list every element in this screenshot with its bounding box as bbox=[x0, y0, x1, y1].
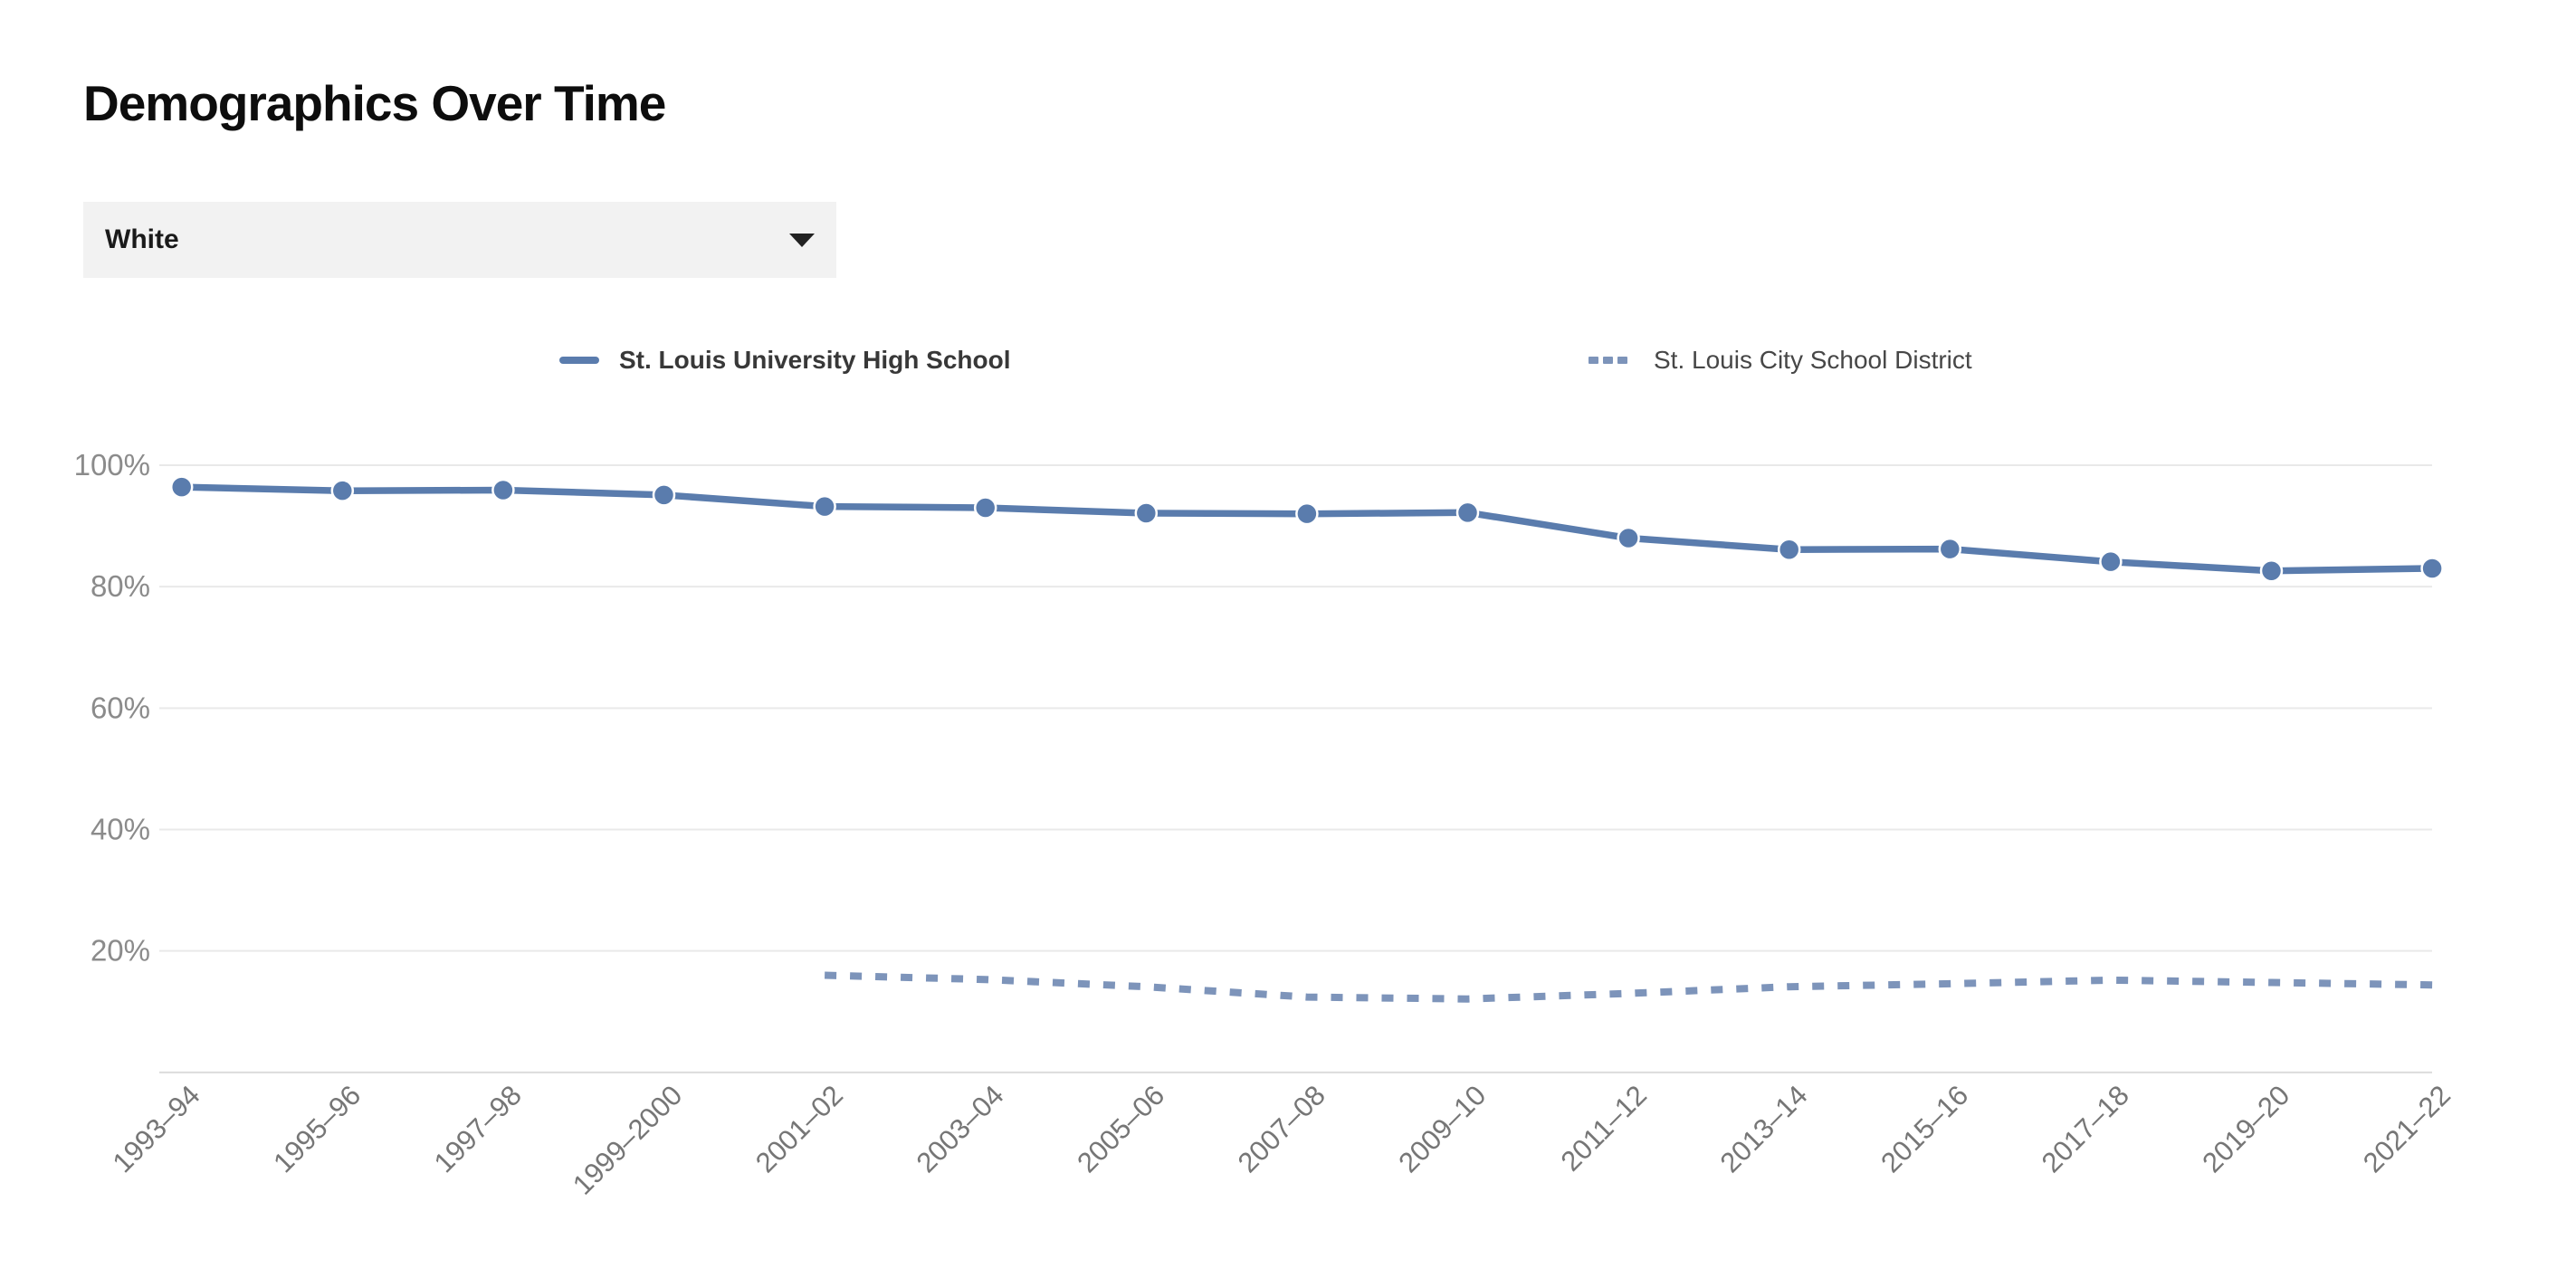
legend-item-sluh: St. Louis University High School bbox=[559, 342, 1011, 378]
x-axis-tick-label: 1995–96 bbox=[267, 1079, 367, 1178]
x-axis-tick-label: 2017–18 bbox=[2036, 1079, 2135, 1178]
data-point-marker bbox=[2259, 558, 2284, 583]
data-point-marker bbox=[169, 475, 194, 499]
x-axis-tick-label: 2013–14 bbox=[1714, 1079, 1814, 1178]
y-axis-tick-label: 40% bbox=[91, 812, 150, 845]
data-point-marker bbox=[491, 478, 515, 502]
dotted-line-swatch-icon bbox=[1589, 357, 1632, 364]
data-point-marker bbox=[2420, 557, 2444, 580]
x-axis-tick-label: 2011–12 bbox=[1555, 1079, 1653, 1177]
y-axis-tick-label: 60% bbox=[91, 691, 150, 724]
data-point-marker bbox=[1455, 501, 1480, 525]
city-district-series-line bbox=[824, 971, 2433, 1003]
dropdown-selected-value: White bbox=[105, 224, 179, 254]
x-axis-tick-label: 2005–06 bbox=[1071, 1079, 1170, 1178]
data-point-marker bbox=[1617, 526, 1640, 550]
demographic-filter-dropdown[interactable]: White bbox=[83, 202, 836, 278]
legend-item-city-district: St. Louis City School District bbox=[1589, 342, 1972, 378]
chevron-down-icon bbox=[789, 233, 815, 247]
data-point-marker bbox=[1938, 537, 1962, 561]
x-axis-tick-label: 1993–94 bbox=[107, 1079, 206, 1178]
y-axis-tick-label: 20% bbox=[91, 934, 150, 968]
data-point-marker bbox=[330, 479, 355, 502]
x-axis-tick-label: 2003–04 bbox=[911, 1079, 1010, 1178]
data-point-marker bbox=[1134, 501, 1159, 525]
x-axis-tick-label: 2015–16 bbox=[1875, 1079, 1974, 1178]
data-point-marker bbox=[652, 483, 676, 507]
data-point-marker bbox=[813, 494, 836, 519]
page-title: Demographics Over Time bbox=[83, 74, 666, 131]
x-axis-tick-label: 2009–10 bbox=[1392, 1079, 1492, 1178]
demographics-line-chart: 100% 80% 60% 40% 20% 1993–94 1995–96 1997–98 199… bbox=[74, 448, 2457, 1201]
data-point-marker bbox=[2099, 549, 2123, 574]
legend-label: St. Louis City School District bbox=[1654, 346, 1972, 374]
solid-line-swatch-icon bbox=[559, 357, 599, 364]
x-axis-tick-label: 2019–20 bbox=[2196, 1079, 2295, 1178]
data-point-marker bbox=[1295, 501, 1319, 526]
y-axis-tick-label: 80% bbox=[91, 569, 150, 603]
sluh-series-line bbox=[181, 483, 2433, 575]
x-axis-tick-label: 1999–2000 bbox=[567, 1079, 688, 1200]
x-axis-tick-label: 2007–08 bbox=[1232, 1079, 1331, 1178]
x-axis-tick-label: 2001–02 bbox=[749, 1079, 849, 1178]
data-point-marker bbox=[973, 496, 997, 520]
y-axis-tick-label: 100% bbox=[74, 448, 150, 482]
x-axis-tick-label: 1997–98 bbox=[428, 1079, 528, 1178]
legend-label: St. Louis University High School bbox=[619, 346, 1011, 374]
x-axis-tick-label: 2021–22 bbox=[2357, 1079, 2457, 1178]
data-point-marker bbox=[1777, 538, 1801, 561]
